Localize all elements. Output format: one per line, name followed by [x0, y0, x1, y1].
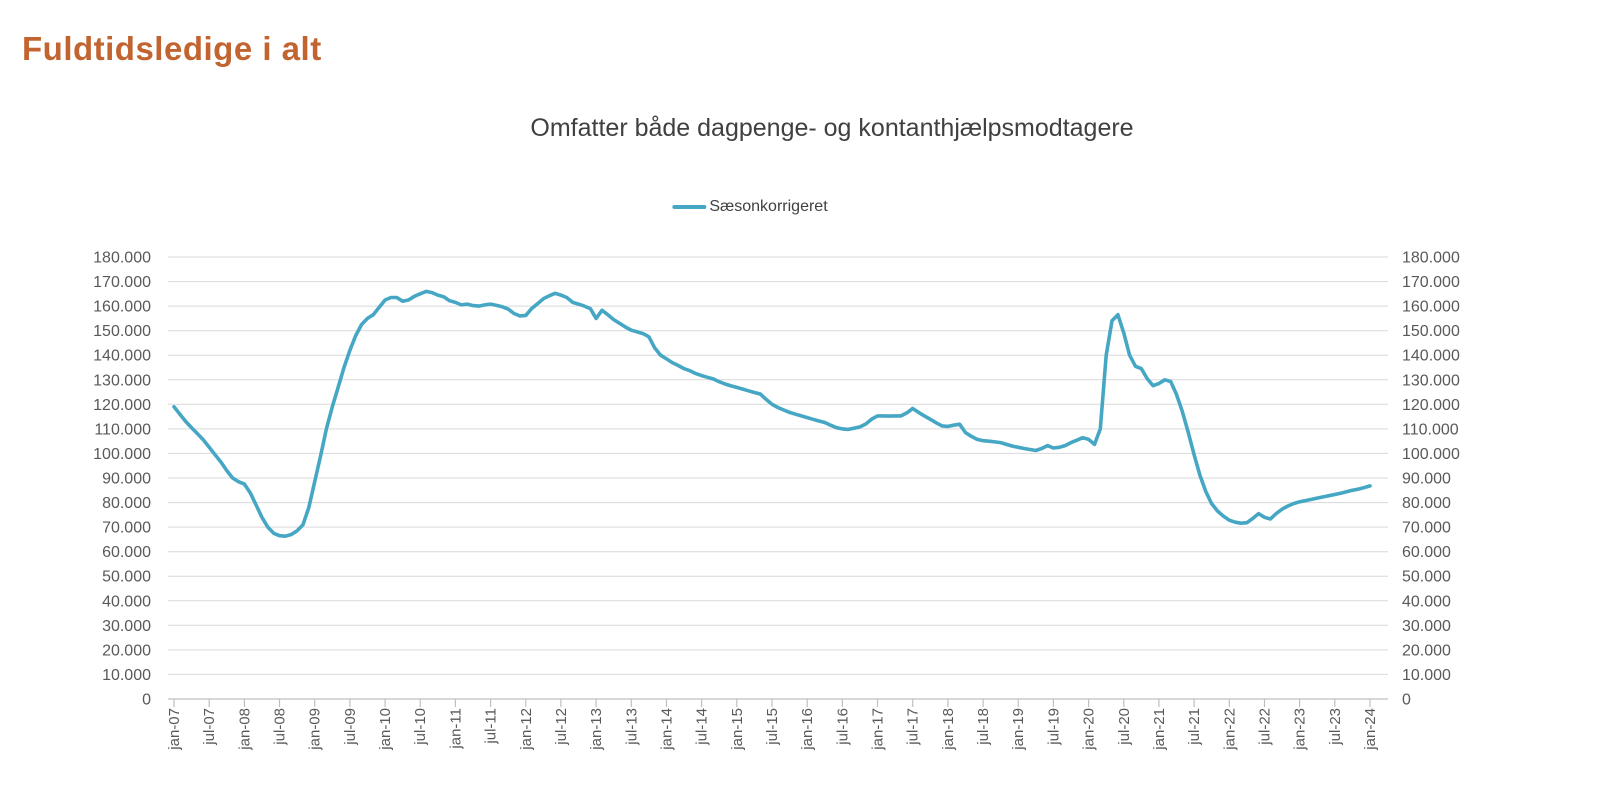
svg-text:60.000: 60.000: [1402, 544, 1451, 561]
svg-text:30.000: 30.000: [102, 618, 151, 635]
svg-text:150.000: 150.000: [1402, 323, 1460, 340]
svg-text:jul-14: jul-14: [694, 708, 711, 746]
svg-text:170.000: 170.000: [93, 274, 151, 291]
svg-text:jul-21: jul-21: [1186, 708, 1203, 746]
svg-text:jul-11: jul-11: [483, 708, 500, 745]
svg-text:jan-21: jan-21: [1151, 708, 1168, 751]
svg-text:130.000: 130.000: [1402, 372, 1460, 389]
svg-text:90.000: 90.000: [102, 471, 151, 488]
svg-text:180.000: 180.000: [1402, 250, 1460, 267]
svg-text:20.000: 20.000: [1402, 642, 1451, 659]
svg-text:40.000: 40.000: [1402, 593, 1451, 610]
svg-text:jul-15: jul-15: [764, 708, 781, 746]
svg-text:110.000: 110.000: [94, 421, 151, 438]
svg-text:50.000: 50.000: [1402, 569, 1451, 586]
svg-text:80.000: 80.000: [102, 495, 151, 512]
svg-text:jul-13: jul-13: [623, 708, 640, 746]
svg-text:jul-16: jul-16: [834, 708, 851, 746]
svg-text:jul-17: jul-17: [905, 708, 922, 746]
svg-text:jan-16: jan-16: [799, 708, 816, 751]
svg-text:140.000: 140.000: [1402, 348, 1460, 365]
svg-text:0: 0: [142, 692, 151, 709]
svg-text:160.000: 160.000: [93, 299, 151, 316]
svg-text:jul-07: jul-07: [201, 708, 218, 746]
svg-text:jan-12: jan-12: [518, 708, 535, 751]
x-axis: [168, 698, 1388, 707]
svg-text:40.000: 40.000: [102, 593, 151, 610]
svg-text:30.000: 30.000: [1402, 618, 1451, 635]
svg-text:jan-18: jan-18: [940, 708, 957, 751]
svg-text:150.000: 150.000: [93, 323, 151, 340]
svg-text:jan-17: jan-17: [870, 708, 887, 751]
page-title: Fuldtidsledige i alt: [22, 30, 322, 67]
svg-text:jan-10: jan-10: [377, 708, 394, 751]
legend-line-marker: [672, 205, 707, 209]
svg-text:jan-14: jan-14: [659, 708, 676, 751]
svg-text:jan-24: jan-24: [1362, 708, 1379, 751]
svg-text:jul-09: jul-09: [342, 708, 359, 746]
legend: Sæsonkorrigeret: [672, 198, 828, 216]
x-axis-labels: jan-07 jul-07 jan-08 jul-08 jan-09 jul-09 jan-…: [166, 708, 1379, 751]
svg-text:160.000: 160.000: [1402, 299, 1460, 316]
svg-text:jan-15: jan-15: [729, 708, 746, 751]
svg-text:jan-09: jan-09: [307, 708, 324, 751]
svg-text:jul-22: jul-22: [1257, 708, 1274, 746]
svg-text:jan-19: jan-19: [1010, 708, 1027, 751]
svg-text:10.000: 10.000: [102, 667, 151, 684]
svg-text:90.000: 90.000: [1402, 471, 1451, 488]
gridlines: [168, 256, 1388, 675]
svg-text:20.000: 20.000: [102, 642, 151, 659]
legend-label: Sæsonkorrigeret: [709, 198, 828, 215]
svg-text:jul-19: jul-19: [1045, 708, 1062, 746]
svg-text:jan-22: jan-22: [1221, 708, 1238, 751]
svg-text:140.000: 140.000: [93, 348, 151, 365]
svg-text:60.000: 60.000: [102, 544, 151, 561]
svg-text:130.000: 130.000: [93, 372, 151, 389]
svg-text:70.000: 70.000: [102, 520, 151, 537]
svg-text:jul-08: jul-08: [272, 708, 289, 746]
series-line-sæsonkorrigeret: [172, 289, 1372, 539]
y-axis-right-labels: 0 10.000 20.000 30.000 40.000 50.000 60.000 70.…: [1402, 250, 1460, 709]
svg-text:120.000: 120.000: [1402, 397, 1460, 414]
svg-text:jul-23: jul-23: [1327, 708, 1344, 746]
svg-text:0: 0: [1402, 692, 1411, 709]
svg-text:170.000: 170.000: [1402, 274, 1460, 291]
svg-text:jan-13: jan-13: [588, 708, 605, 751]
svg-text:50.000: 50.000: [102, 569, 151, 586]
y-axis-left-labels: 0 10.000 20.000 30.000 40.000 50.000 60.000 70.…: [93, 250, 151, 709]
svg-text:jul-18: jul-18: [975, 708, 992, 746]
svg-text:70.000: 70.000: [1402, 520, 1451, 537]
svg-text:jul-10: jul-10: [412, 708, 429, 746]
svg-text:jul-12: jul-12: [553, 708, 570, 746]
svg-text:jan-07: jan-07: [166, 708, 183, 751]
svg-text:jan-23: jan-23: [1292, 708, 1309, 751]
svg-text:jan-08: jan-08: [236, 708, 253, 751]
svg-text:10.000: 10.000: [1402, 667, 1451, 684]
svg-text:120.000: 120.000: [93, 397, 151, 414]
chart-subtitle: Omfatter både dagpenge- og kontanthjælps…: [530, 114, 1134, 142]
svg-text:110.000: 110.000: [1402, 421, 1459, 438]
svg-text:jul-20: jul-20: [1116, 708, 1133, 746]
svg-text:80.000: 80.000: [1402, 495, 1451, 512]
svg-text:jan-20: jan-20: [1081, 708, 1098, 751]
svg-text:100.000: 100.000: [93, 446, 151, 463]
svg-text:100.000: 100.000: [1402, 446, 1460, 463]
svg-text:jan-11: jan-11: [447, 708, 464, 750]
svg-text:180.000: 180.000: [93, 250, 151, 267]
